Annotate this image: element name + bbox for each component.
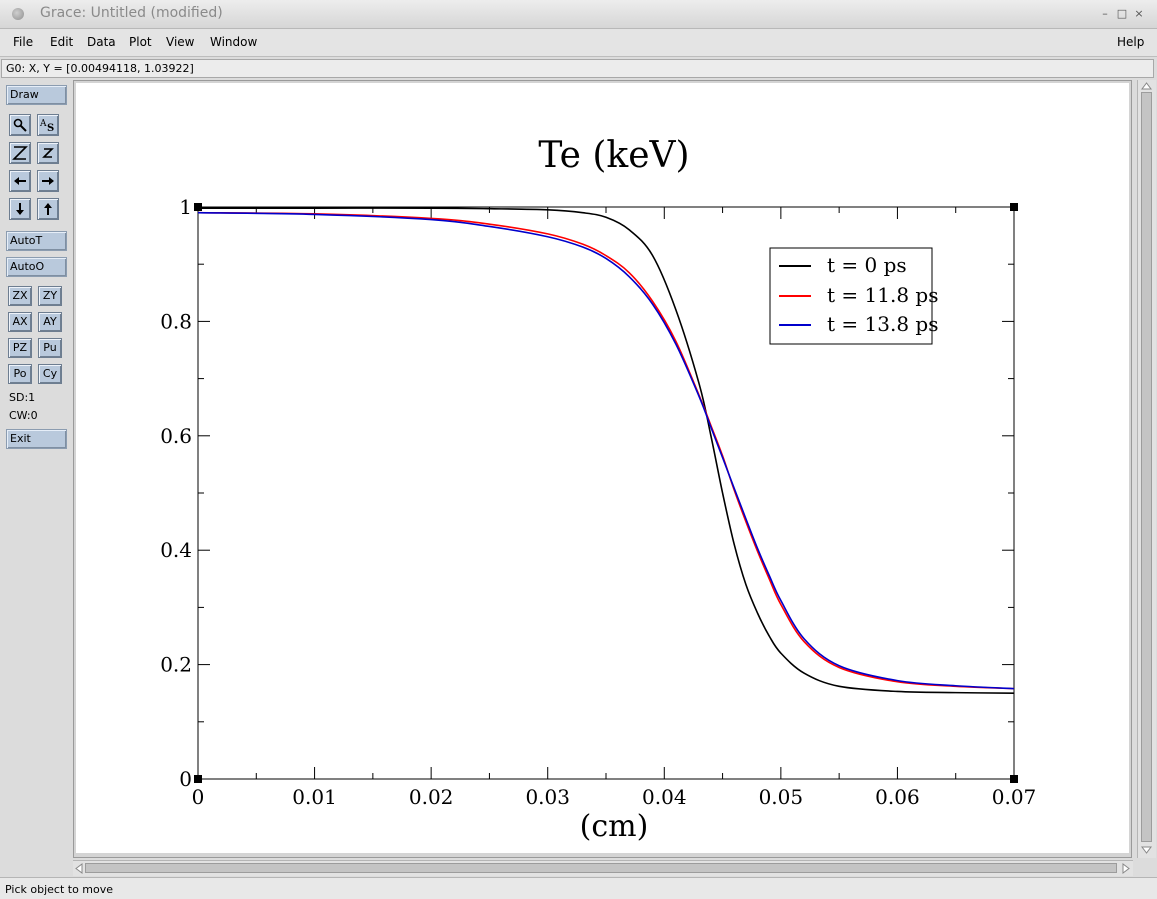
exit-button[interactable]: Exit — [6, 429, 67, 449]
pz-button[interactable]: PZ — [8, 338, 32, 358]
maximize-button[interactable]: □ — [1116, 7, 1128, 20]
selection-handles[interactable] — [194, 203, 1018, 783]
x-tick-label: 0.01 — [292, 785, 337, 809]
vertical-scrollbar[interactable] — [1137, 80, 1156, 858]
y-tick-label: 0.8 — [160, 309, 192, 333]
y-tick-label: 0 — [179, 767, 192, 791]
current-world-indicator: CW:0 — [9, 409, 38, 422]
x-tick-label: 0.02 — [409, 785, 454, 809]
scroll-right-arrow-icon[interactable] — [1121, 863, 1131, 874]
menu-help[interactable]: Help — [1117, 35, 1145, 49]
scroll-right-button[interactable] — [37, 170, 59, 192]
scroll-down-button[interactable] — [9, 198, 31, 220]
scroll-up-button[interactable] — [37, 198, 59, 220]
x-tick-label: 0.07 — [992, 785, 1037, 809]
po-button[interactable]: Po — [8, 364, 32, 384]
svg-text:S: S — [47, 123, 54, 133]
frame-handle-1[interactable] — [1010, 203, 1018, 211]
title-bar: Grace: Untitled (modified) – □ × — [0, 0, 1157, 29]
autoo-button[interactable]: AutoO — [6, 257, 67, 277]
x-tick-label: 0.04 — [642, 785, 687, 809]
y-tick-label: 0.6 — [160, 424, 192, 448]
ay-button[interactable]: AY — [38, 312, 62, 332]
tool-panel: Draw A S — [0, 80, 72, 875]
scroll-up-arrow-icon[interactable] — [1141, 81, 1152, 91]
legend-label-t11: t = 11.8 ps — [827, 283, 938, 307]
menu-file[interactable]: File — [13, 35, 34, 49]
horizontal-scrollbar[interactable] — [73, 860, 1133, 876]
series-layer[interactable] — [197, 207, 1015, 694]
draw-button[interactable]: Draw — [6, 85, 67, 105]
zoom-out-button[interactable] — [37, 142, 59, 164]
horizontal-scroll-thumb[interactable] — [85, 863, 1117, 873]
x-tick-label: 0 — [192, 785, 205, 809]
arrow-left-icon — [14, 177, 26, 185]
chart[interactable]: Te (keV) 0 0.01 0.02 0.03 0.04 0.05 0.06 0.07 0 0… — [76, 83, 1129, 853]
app-icon[interactable] — [12, 8, 24, 20]
zx-button[interactable]: ZX — [8, 286, 32, 306]
frame-handle-2[interactable] — [194, 775, 202, 783]
text-scale-icon: A S — [39, 119, 54, 133]
magnifier-icon — [13, 118, 27, 132]
ax-button[interactable]: AX — [8, 312, 32, 332]
menu-view[interactable]: View — [166, 35, 195, 49]
x-tick-label: 0.03 — [525, 785, 570, 809]
autoscale-button[interactable]: A S — [37, 114, 59, 136]
svg-text:A: A — [39, 119, 47, 129]
plot-frame[interactable] — [197, 206, 1015, 780]
arrow-up-icon — [44, 203, 52, 215]
x-tick-label: 0.06 — [875, 785, 920, 809]
legend-label-t0: t = 0 ps — [827, 253, 907, 277]
arrow-right-icon — [42, 177, 54, 185]
autot-button[interactable]: AutoT — [6, 231, 67, 251]
y-tick-label: 0.4 — [160, 538, 192, 562]
close-button[interactable]: × — [1134, 7, 1144, 20]
menu-edit[interactable]: Edit — [50, 35, 74, 49]
zy-button[interactable]: ZY — [38, 286, 62, 306]
chart-title[interactable]: Te (keV) — [538, 135, 689, 176]
zoom-in-button[interactable] — [9, 142, 31, 164]
menu-window[interactable]: Window — [210, 35, 258, 49]
legend[interactable]: t = 0 ps t = 11.8 ps t = 13.8 ps — [769, 247, 938, 345]
arrow-down-icon — [16, 203, 24, 215]
vertical-scroll-thumb[interactable] — [1141, 92, 1152, 842]
series-line-2[interactable] — [197, 211, 1015, 690]
zoom-button[interactable] — [9, 114, 31, 136]
pu-button[interactable]: Pu — [38, 338, 62, 358]
frame-handle-3[interactable] — [1010, 775, 1018, 783]
minimize-button[interactable]: – — [1102, 7, 1108, 20]
legend-label-t13: t = 13.8 ps — [827, 312, 938, 336]
frame-handle-0[interactable] — [194, 203, 202, 211]
cy-button[interactable]: Cy — [38, 364, 62, 384]
menu-plot[interactable]: Plot — [129, 35, 152, 49]
scroll-down-arrow-icon[interactable] — [1141, 845, 1152, 855]
menu-data[interactable]: Data — [87, 35, 116, 49]
y-tick-label: 1 — [179, 195, 192, 219]
scroll-left-arrow-icon[interactable] — [74, 863, 84, 874]
menu-bar: File Edit Data Plot View Window Help — [0, 29, 1157, 57]
x-axis-label[interactable]: (cm) — [580, 809, 649, 844]
x-tick-label: 0.05 — [759, 785, 804, 809]
status-bar: Pick object to move — [0, 877, 1157, 899]
y-tick-label: 0.2 — [160, 653, 192, 677]
set-depth-indicator: SD:1 — [9, 391, 36, 404]
canvas-frame: Te (keV) 0 0.01 0.02 0.03 0.04 0.05 0.06 0.07 0 0… — [73, 80, 1132, 858]
plot-canvas[interactable]: Te (keV) 0 0.01 0.02 0.03 0.04 0.05 0.06 0.07 0 0… — [76, 83, 1129, 853]
window-title: Grace: Untitled (modified) — [40, 5, 223, 21]
locator-readout: G0: X, Y = [0.00494118, 1.03922] — [1, 59, 1154, 78]
scroll-left-button[interactable] — [9, 170, 31, 192]
big-z-icon — [12, 146, 28, 160]
small-z-icon — [42, 148, 54, 158]
